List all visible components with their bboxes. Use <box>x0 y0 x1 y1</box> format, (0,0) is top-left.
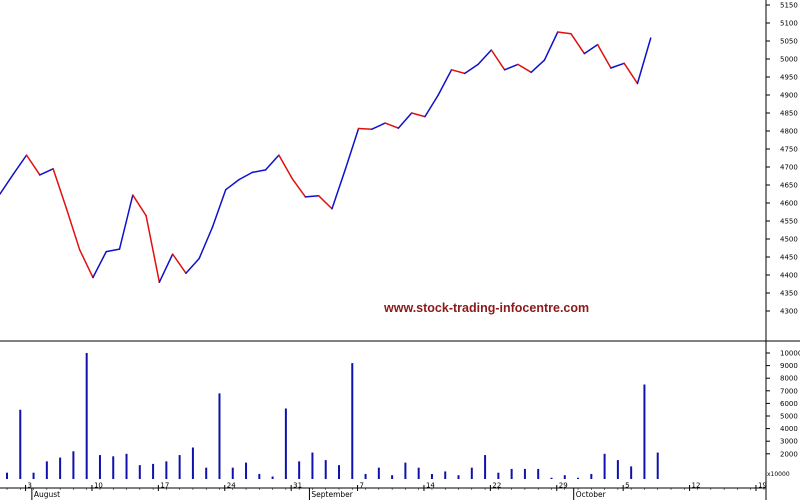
price-y-tick-label: 5000 <box>780 56 798 64</box>
price-y-tick-label: 5150 <box>780 2 798 10</box>
volume-y-tick-label: 5000 <box>780 413 798 421</box>
price-segment-up <box>477 49 493 66</box>
price-segment-down <box>557 31 572 35</box>
x-tick-label: 7 <box>360 482 364 490</box>
price-segment-up <box>251 169 267 174</box>
price-segment-up <box>543 31 559 61</box>
price-segment-up <box>424 94 439 118</box>
price-segment-up <box>12 154 28 175</box>
volume-panel <box>6 353 659 479</box>
price-segment-up <box>185 257 200 274</box>
price-segment-up <box>437 69 453 96</box>
price-y-tick-label: 4450 <box>780 254 798 262</box>
x-tick-label: 17 <box>160 482 169 490</box>
price-segment-down <box>410 112 426 118</box>
x-tick-label: 5 <box>625 482 629 490</box>
price-segment-down <box>52 168 68 210</box>
x-tick-label: 31 <box>293 482 302 490</box>
volume-y-tick-label: 4000 <box>780 425 798 433</box>
x-tick-label: 29 <box>559 482 568 490</box>
price-segment-down <box>623 62 639 85</box>
price-y-tick-label: 4500 <box>780 236 798 244</box>
price-segment-down <box>25 154 41 176</box>
price-segment-up <box>304 195 320 198</box>
price-segment-down <box>596 43 612 69</box>
volume-unit-label: x10000 <box>767 471 790 478</box>
price-segment-down <box>278 154 293 180</box>
price-segment-up <box>397 112 413 129</box>
month-label: September <box>311 490 353 499</box>
price-y-tick-label: 4750 <box>780 146 798 154</box>
price-segment-down <box>490 49 506 71</box>
price-y-tick-label: 4700 <box>780 164 798 172</box>
price-segment-down <box>570 33 586 55</box>
volume-y-tick-label: 6000 <box>780 400 798 408</box>
price-segment-up <box>238 171 254 181</box>
volume-y-tick-label: 8000 <box>780 375 798 383</box>
price-segment-down <box>317 195 333 210</box>
volume-y-tick-label: 9000 <box>780 362 798 370</box>
volume-y-tick-label: 7000 <box>780 387 798 395</box>
price-y-tick-label: 4350 <box>780 290 798 298</box>
volume-y-tick-label: 3000 <box>780 438 798 446</box>
price-segment-down <box>291 177 307 198</box>
price-segment-down <box>517 63 532 74</box>
month-label: October <box>576 490 607 499</box>
price-segment-up <box>105 248 121 253</box>
price-y-tick-label: 4550 <box>780 218 798 226</box>
x-tick-label: 10 <box>94 482 103 490</box>
price-segment-up <box>331 168 347 210</box>
price-segment-up <box>158 253 174 283</box>
price-y-tick-label: 4850 <box>780 110 798 118</box>
price-segment-up <box>0 173 15 195</box>
price-segment-up <box>371 122 386 130</box>
price-segment-up <box>92 250 107 279</box>
price-segment-up <box>264 154 280 171</box>
price-segment-up <box>583 43 599 55</box>
price-segment-down <box>145 214 161 283</box>
price-segment-down <box>132 194 147 217</box>
x-tick-label: 22 <box>492 482 501 490</box>
price-segment-up <box>610 62 625 69</box>
month-label: August <box>34 490 60 499</box>
price-segment-down <box>171 253 187 274</box>
price-segment-down <box>78 249 94 279</box>
watermark: www.stock-trading-infocentre.com <box>383 301 589 315</box>
price-segment-up <box>225 178 240 191</box>
price-segment-up <box>211 188 227 228</box>
price-segment-up <box>39 168 54 176</box>
price-y-tick-label: 4800 <box>780 128 798 136</box>
price-segment-down <box>65 207 81 251</box>
price-y-tick-label: 4600 <box>780 200 798 208</box>
volume-y-tick-label: 10000 <box>780 350 800 358</box>
price-segment-down <box>357 127 373 130</box>
price-y-tick-label: 4650 <box>780 182 798 190</box>
x-tick-label: 3 <box>28 482 32 490</box>
volume-y-tick-label: 2000 <box>780 450 798 458</box>
price-segment-up <box>198 226 214 260</box>
price-segment-up <box>503 63 519 71</box>
price-y-tick-label: 5100 <box>780 20 798 28</box>
price-y-tick-label: 5050 <box>780 38 798 46</box>
price-segment-up <box>530 59 546 74</box>
price-y-tick-label: 4950 <box>780 74 798 82</box>
x-tick-label: 14 <box>426 482 435 490</box>
price-y-tick-label: 4400 <box>780 272 798 280</box>
x-tick-label: 24 <box>227 482 236 490</box>
price-segment-down <box>450 69 466 75</box>
price-segment-up <box>464 63 479 75</box>
price-segment-up <box>636 37 652 85</box>
price-y-tick-label: 4900 <box>780 92 798 100</box>
price-panel <box>0 31 652 283</box>
price-segment-up <box>344 127 360 171</box>
price-segment-down <box>384 122 400 129</box>
price-y-tick-label: 4300 <box>780 308 798 316</box>
x-tick-label: 12 <box>692 482 701 490</box>
price-segment-up <box>118 194 134 250</box>
x-tick-label: 19 <box>758 482 767 490</box>
